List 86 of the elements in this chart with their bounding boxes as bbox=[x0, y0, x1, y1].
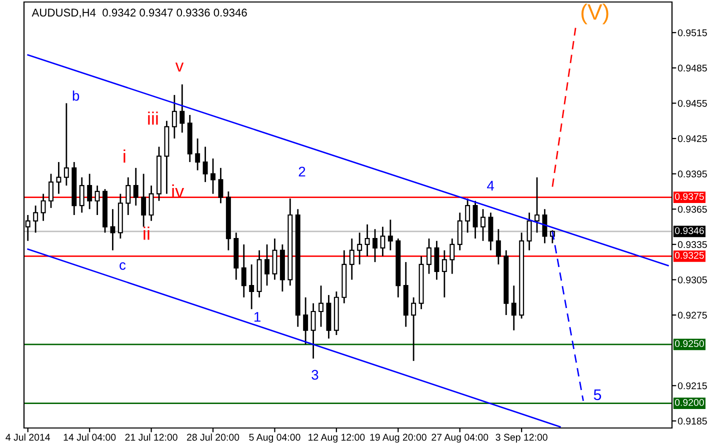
candlestick bbox=[210, 158, 216, 195]
ref-line-label: 0.9375 bbox=[674, 193, 704, 200]
candlestick bbox=[472, 200, 478, 240]
candlestick bbox=[249, 264, 254, 310]
y-tick-label: 0.9395 bbox=[678, 170, 707, 178]
candlestick bbox=[388, 219, 393, 251]
ref-line-label: 0.9325 bbox=[674, 252, 704, 259]
candlestick bbox=[526, 212, 532, 251]
y-tick-label: 0.9275 bbox=[678, 312, 707, 319]
candlestick bbox=[272, 238, 278, 280]
candlestick bbox=[364, 224, 370, 257]
candlestick bbox=[218, 167, 224, 204]
candlestick bbox=[465, 198, 470, 234]
candlestick bbox=[534, 176, 540, 234]
candlestick bbox=[480, 208, 486, 242]
candlestick bbox=[488, 212, 494, 251]
x-tick-label: 12 Aug 12:00 bbox=[308, 434, 365, 443]
x-tick-label: 3 Sep 12:00 bbox=[496, 434, 548, 443]
candlestick bbox=[141, 173, 146, 228]
y-tick-label: 0.9515 bbox=[678, 29, 707, 36]
y-tick-label: 0.9215 bbox=[678, 382, 707, 390]
candlestick bbox=[180, 84, 185, 134]
y-tick-label: 0.9365 bbox=[678, 206, 707, 213]
annotation: b bbox=[72, 90, 80, 101]
annotation: 4 bbox=[487, 180, 494, 190]
annotation: v bbox=[175, 62, 184, 72]
x-tick-label: 21 Jul 12:00 bbox=[125, 434, 178, 441]
candlestick bbox=[241, 244, 246, 298]
candlestick bbox=[380, 226, 386, 257]
candlestick bbox=[434, 240, 440, 280]
candlestick bbox=[457, 212, 462, 251]
x-tick-label: 28 Jul 20:00 bbox=[187, 434, 240, 441]
candlestick bbox=[126, 176, 131, 216]
candlestick bbox=[40, 193, 46, 222]
y-tick-label: 0.9485 bbox=[678, 64, 707, 72]
candlestick bbox=[349, 238, 354, 280]
candlestick bbox=[172, 94, 177, 140]
y-tick-label: 0.9425 bbox=[678, 135, 707, 142]
candlestick bbox=[310, 302, 316, 360]
candlestick bbox=[542, 208, 548, 244]
candlestick bbox=[195, 138, 200, 171]
candlestick bbox=[79, 176, 84, 214]
candlestick bbox=[264, 244, 270, 286]
y-tick-label: 0.9455 bbox=[678, 100, 707, 107]
annotation: 5 bbox=[594, 389, 602, 400]
candlestick bbox=[133, 167, 138, 206]
candlestick bbox=[357, 232, 362, 266]
candlestick bbox=[148, 184, 154, 222]
candlestick bbox=[87, 173, 92, 210]
annotation: iv bbox=[172, 184, 184, 198]
x-tick-label: 14 Jul 04:00 bbox=[64, 434, 116, 441]
x-tick-label: 19 Aug 20:00 bbox=[370, 434, 426, 443]
candlestick bbox=[110, 208, 116, 251]
candlestick bbox=[202, 146, 208, 183]
y-tick-label: 0.9185 bbox=[678, 418, 707, 425]
ref-line-label: 0.9250 bbox=[674, 340, 704, 348]
annotation: 2 bbox=[298, 166, 306, 176]
candlestick bbox=[33, 204, 38, 234]
annotation: (V) bbox=[581, 4, 608, 24]
candlestick bbox=[48, 173, 54, 209]
candlestick bbox=[64, 102, 69, 186]
annotation: iii bbox=[148, 112, 158, 125]
candlestick bbox=[56, 161, 62, 195]
annotation: 3 bbox=[312, 370, 318, 380]
candlestick bbox=[318, 284, 324, 328]
annotation: ii bbox=[144, 226, 150, 240]
annotation: 1 bbox=[254, 312, 260, 322]
candlestick bbox=[450, 238, 455, 275]
candlestick bbox=[303, 296, 308, 346]
x-tick-label: 5 Aug 04:00 bbox=[249, 434, 300, 443]
candlestick bbox=[496, 228, 501, 266]
x-tick-label: 4 Jul 2014 bbox=[6, 434, 50, 441]
annotation: i bbox=[124, 150, 126, 163]
candlestick bbox=[442, 250, 447, 298]
text: AUDUSD,H4 0.9342 0.9347 0.9336 0.9346 bbox=[32, 8, 247, 18]
y-tick-label: 0.9305 bbox=[678, 276, 707, 284]
candlestick bbox=[426, 238, 432, 275]
ref-line-label: 0.9346 bbox=[674, 227, 704, 234]
candlestick bbox=[94, 184, 100, 216]
y-tick-label: 0.9335 bbox=[678, 241, 707, 248]
candlestick bbox=[411, 296, 416, 362]
x-tick-label: 27 Aug 04:00 bbox=[432, 434, 488, 443]
candlestick bbox=[372, 228, 378, 263]
candlestick bbox=[511, 284, 516, 332]
annotation: c bbox=[120, 262, 126, 270]
ref-line-label: 0.9200 bbox=[674, 399, 704, 406]
